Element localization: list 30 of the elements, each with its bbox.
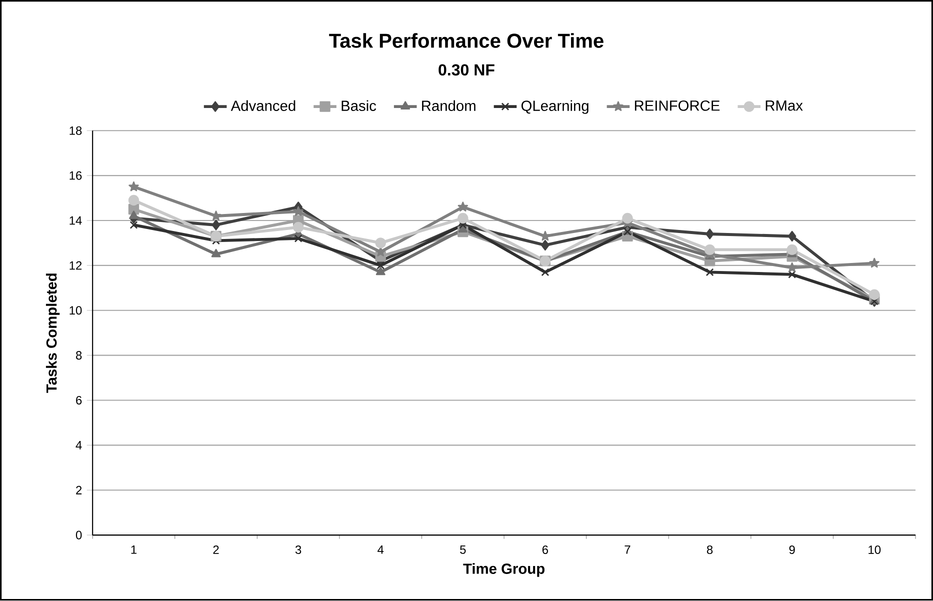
x-tick-label: 3 — [295, 546, 302, 554]
y-tick-label: 4 — [76, 441, 82, 450]
legend-label: Basic — [342, 100, 376, 112]
x-axis-title: Time Group — [463, 563, 544, 578]
x-tick-label: 4 — [378, 546, 384, 554]
x-tick-label: 2 — [213, 546, 219, 554]
y-tick-label: 10 — [70, 306, 82, 315]
x-tick-label: 9 — [789, 546, 795, 554]
legend-label: QLearning — [521, 100, 588, 114]
chart-title: Task Performance Over Time — [329, 33, 604, 48]
chart-subtitle: 0.30 NF — [438, 64, 494, 76]
x-tick-label: 6 — [542, 546, 548, 554]
y-tick-label: 2 — [76, 486, 82, 495]
y-tick-label: 18 — [70, 126, 82, 136]
x-tick-label: 8 — [706, 546, 713, 554]
x-tick-label: 7 — [624, 546, 630, 554]
y-tick-label: 0 — [76, 530, 82, 540]
y-tick-label: 16 — [70, 171, 82, 180]
legend-label: Advanced — [230, 100, 296, 112]
legend-label: REINFORCE — [634, 100, 720, 112]
y-tick-label: 8 — [76, 351, 82, 360]
legend-label: RMax — [766, 100, 803, 111]
y-tick-label: 6 — [76, 396, 82, 405]
x-tick-label: 5 — [460, 546, 466, 554]
x-tick-label: 1 — [131, 546, 136, 554]
legend-label: Random — [422, 100, 476, 112]
x-tick-label: 10 — [868, 546, 881, 554]
y-tick-label: 12 — [70, 261, 82, 270]
y-tick-label: 14 — [70, 216, 82, 225]
y-axis-title: Tasks Completed — [46, 274, 60, 394]
